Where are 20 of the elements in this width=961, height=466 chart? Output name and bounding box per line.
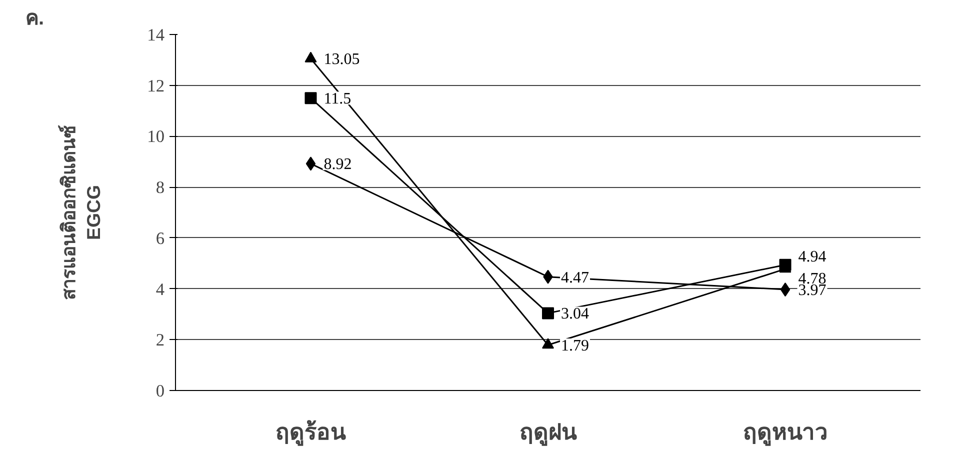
data-label: 1.79 — [561, 337, 589, 354]
y-tick-label: 4 — [156, 280, 165, 299]
y-axis-title: สารแอนติออกซิแดนซ์ EGCG — [58, 125, 104, 300]
data-label: 11.5 — [324, 90, 352, 108]
data-label: 3.04 — [561, 306, 589, 323]
y-tick-label: 2 — [156, 330, 165, 350]
y-tick-label: 8 — [156, 178, 165, 198]
chart-title: ค. — [26, 8, 44, 30]
y-tick-label: 12 — [147, 76, 164, 96]
data-label: 4.47 — [561, 269, 589, 286]
y-tick-label: 0 — [156, 382, 165, 400]
y-tick-label: 14 — [147, 26, 165, 44]
data-label: 8.92 — [324, 156, 352, 174]
y-tick-label: 6 — [156, 228, 165, 248]
data-label: 13.05 — [324, 51, 360, 68]
x-tick-label: ฤดูร้อน — [276, 418, 347, 446]
x-tick-label: ฤดูฝน — [520, 418, 578, 446]
x-tick-label: ฤดูหนาว — [742, 418, 828, 446]
y-tick-label: 10 — [147, 127, 164, 146]
data-label: 4.94 — [798, 248, 826, 266]
